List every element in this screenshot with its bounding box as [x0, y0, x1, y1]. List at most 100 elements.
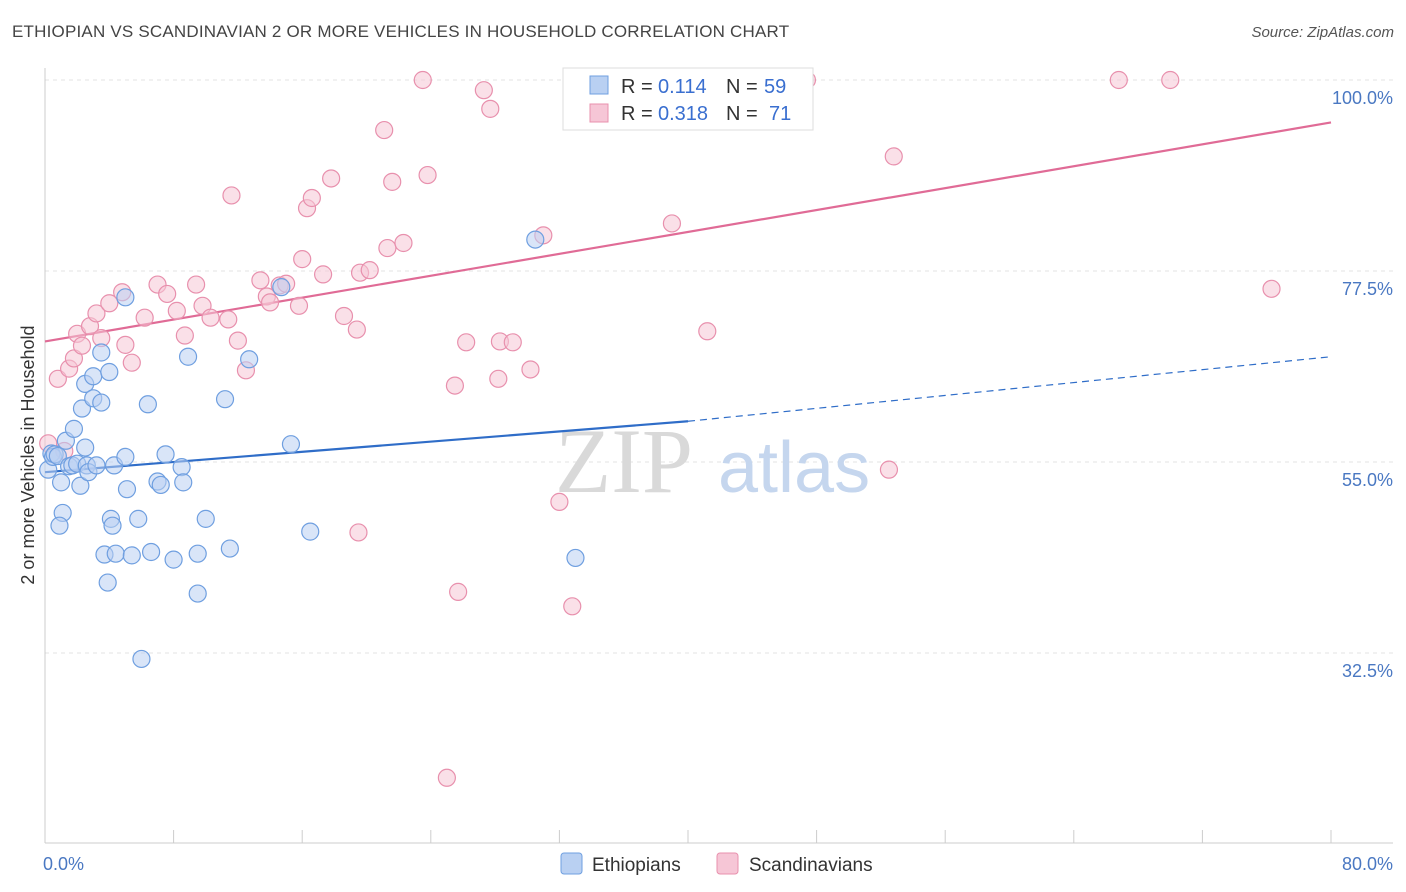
y-tick-label: 77.5%: [1342, 279, 1393, 299]
legend-r-value-2: 0.318: [658, 103, 708, 125]
point-scandinavians: [521, 360, 540, 379]
point-ethiopians: [141, 542, 161, 562]
point-scandinavians: [167, 301, 186, 320]
point-scandinavians: [1109, 70, 1128, 90]
point-ethiopians: [172, 457, 191, 477]
point-ethiopians: [196, 509, 215, 528]
y-tick-label: 55.0%: [1342, 470, 1393, 490]
point-scandinavians: [884, 147, 903, 166]
point-ethiopians: [138, 395, 157, 414]
point-scandinavians: [449, 582, 468, 601]
point-ethiopians: [48, 446, 67, 466]
point-scandinavians: [116, 335, 135, 354]
point-ethiopians: [50, 516, 69, 535]
point-ethiopians: [122, 546, 141, 565]
point-scandinavians: [201, 308, 220, 327]
bottom-legend-ethiopians: Ethiopians: [592, 855, 681, 876]
legend-r-label-1: R =: [621, 76, 653, 98]
point-scandinavians: [879, 460, 899, 479]
point-ethiopians: [87, 456, 106, 475]
point-ethiopians: [103, 516, 122, 535]
point-scandinavians: [322, 169, 341, 188]
bottom-legend-swatch-scandinavians: [716, 852, 739, 875]
point-scandinavians: [474, 81, 493, 100]
point-ethiopians: [215, 390, 235, 409]
point-scandinavians: [418, 165, 437, 185]
point-scandinavians: [437, 768, 456, 787]
point-scandinavians: [349, 523, 368, 542]
legend-r-value-1: 0.114: [658, 76, 707, 98]
point-ethiopians: [64, 419, 84, 438]
point-ethiopians: [281, 435, 301, 454]
point-ethiopians: [92, 343, 111, 362]
point-ethiopians: [272, 278, 291, 297]
y-tick-label: 100.0%: [1332, 88, 1393, 108]
trend-lines: [44, 121, 1332, 474]
point-scandinavians: [563, 597, 582, 616]
point-ethiopians: [301, 522, 320, 541]
point-ethiopians: [132, 649, 151, 669]
point-scandinavians: [445, 376, 465, 395]
point-scandinavians: [457, 333, 476, 352]
point-scandinavians: [122, 353, 141, 372]
point-scandinavians: [175, 326, 194, 345]
point-ethiopians: [92, 393, 111, 412]
point-scandinavians: [135, 308, 154, 327]
trend-line-ethiopians: [44, 420, 689, 474]
trend-line-extension-ethiopians: [687, 356, 1332, 422]
point-ethiopians: [566, 548, 585, 568]
point-ethiopians: [51, 473, 71, 492]
point-ethiopians: [72, 399, 92, 418]
point-scandinavians: [1262, 279, 1281, 298]
x-tick-label-left: 0.0%: [43, 854, 84, 874]
stats-legend: R = 0.114 N = 59 R = 0.318 N = 71: [562, 67, 814, 131]
point-scandinavians: [383, 172, 402, 191]
point-ethiopians: [76, 438, 95, 457]
gridlines: [45, 79, 1393, 654]
bottom-legend-scandinavians: Scandinavians: [749, 855, 873, 876]
point-ethiopians: [240, 350, 259, 369]
point-ethiopians: [526, 230, 545, 249]
x-tick-label-right: 80.0%: [1342, 854, 1393, 874]
legend-n-label-2: N =: [726, 103, 758, 125]
point-scandinavians: [481, 99, 500, 118]
series-legend: Ethiopians Scandinavians: [560, 852, 873, 876]
chart-title: ETHIOPIAN VS SCANDINAVIAN 2 OR MORE VEHI…: [12, 22, 790, 41]
y-axis-label: 2 or more Vehicles in Household: [18, 325, 38, 584]
point-scandinavians: [228, 331, 247, 350]
point-scandinavians: [550, 492, 569, 511]
point-ethiopians: [106, 544, 125, 563]
point-scandinavians: [698, 322, 717, 341]
point-ethiopians: [84, 367, 103, 386]
point-ethiopians: [129, 509, 148, 528]
point-ethiopians: [164, 550, 183, 569]
y-tick-label: 32.5%: [1342, 661, 1393, 681]
point-scandinavians: [158, 284, 177, 304]
point-scandinavians: [347, 320, 366, 339]
legend-r-label-2: R =: [621, 103, 653, 125]
point-scandinavians: [260, 293, 280, 312]
point-ethiopians: [71, 476, 90, 495]
point-scandinavians: [334, 306, 354, 326]
point-ethiopians: [100, 362, 119, 382]
point-scandinavians: [187, 275, 206, 294]
chart-source: Source: ZipAtlas.com: [1251, 24, 1394, 41]
point-ethiopians: [98, 573, 117, 592]
legend-n-value-2: 71: [769, 103, 791, 125]
point-ethiopians: [220, 539, 239, 558]
point-ethiopians: [178, 347, 198, 366]
point-ethiopians: [188, 584, 207, 603]
point-scandinavians: [289, 296, 309, 315]
point-ethiopians: [151, 475, 170, 495]
point-ethiopians: [174, 473, 193, 492]
point-scandinavians: [378, 238, 397, 258]
point-scandinavians: [87, 304, 106, 323]
y-tick-labels: 32.5% 55.0% 77.5% 100.0%: [1332, 88, 1393, 681]
point-scandinavians: [100, 294, 119, 313]
watermark-atlas: atlas: [718, 428, 870, 508]
point-scandinavians: [413, 70, 432, 90]
legend-swatch-ethiopians: [589, 75, 609, 95]
point-scandinavians: [394, 233, 413, 253]
point-scandinavians: [48, 369, 67, 388]
